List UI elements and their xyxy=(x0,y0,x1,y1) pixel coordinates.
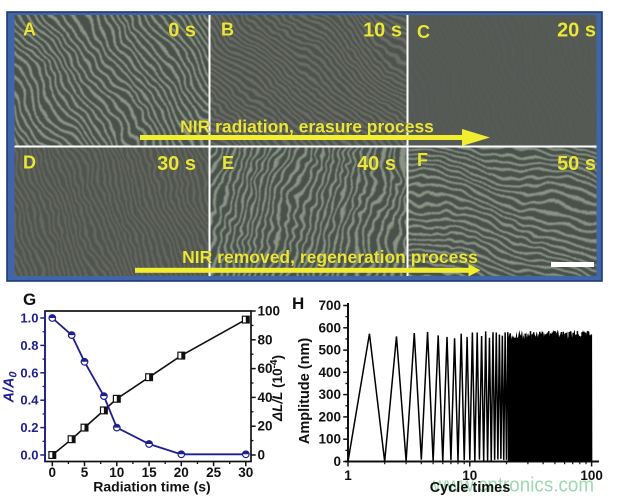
svg-text:0 s: 0 s xyxy=(168,20,196,42)
svg-text:0.0: 0.0 xyxy=(20,448,38,463)
svg-text:500: 500 xyxy=(318,343,341,358)
svg-text:Radiation time (s): Radiation time (s) xyxy=(93,479,210,495)
svg-text:1: 1 xyxy=(344,468,352,483)
svg-text:5: 5 xyxy=(81,465,89,480)
svg-text:Cycle times: Cycle times xyxy=(430,480,511,496)
svg-text:0: 0 xyxy=(333,454,341,469)
svg-text:Amplitude (nm): Amplitude (nm) xyxy=(297,338,313,444)
svg-text:G: G xyxy=(23,290,36,309)
svg-text:100: 100 xyxy=(258,304,281,319)
svg-text:10 s: 10 s xyxy=(363,20,402,42)
svg-text:0: 0 xyxy=(49,465,57,480)
svg-text:700: 700 xyxy=(318,298,341,313)
svg-text:D: D xyxy=(23,153,36,173)
svg-text:400: 400 xyxy=(318,365,341,380)
svg-text:100: 100 xyxy=(318,432,341,447)
svg-text:0.6: 0.6 xyxy=(20,365,38,380)
svg-text:1.0: 1.0 xyxy=(20,311,38,326)
svg-text:50 s: 50 s xyxy=(557,153,596,175)
svg-text:NIR removed, regeneration proc: NIR removed, regeneration process xyxy=(182,247,478,267)
svg-text:H: H xyxy=(292,294,304,313)
svg-text:NIR radiation, erasure process: NIR radiation, erasure process xyxy=(180,117,434,137)
svg-text:C: C xyxy=(417,22,430,42)
svg-text:300: 300 xyxy=(318,387,341,402)
svg-text:0.8: 0.8 xyxy=(20,338,38,353)
svg-text:30 s: 30 s xyxy=(157,153,196,175)
svg-text:20 s: 20 s xyxy=(557,20,596,42)
svg-text:30: 30 xyxy=(238,465,253,480)
svg-text:40 s: 40 s xyxy=(357,153,396,175)
svg-text:0: 0 xyxy=(258,448,266,463)
svg-text:A: A xyxy=(23,20,36,40)
svg-text:E: E xyxy=(222,153,234,173)
svg-text:B: B xyxy=(221,20,234,40)
svg-text:600: 600 xyxy=(318,320,341,335)
svg-text:200: 200 xyxy=(318,409,341,424)
svg-text:0.4: 0.4 xyxy=(20,393,39,408)
svg-text:80: 80 xyxy=(258,332,273,347)
svg-text:F: F xyxy=(417,150,428,170)
svg-text:0.2: 0.2 xyxy=(20,420,38,435)
